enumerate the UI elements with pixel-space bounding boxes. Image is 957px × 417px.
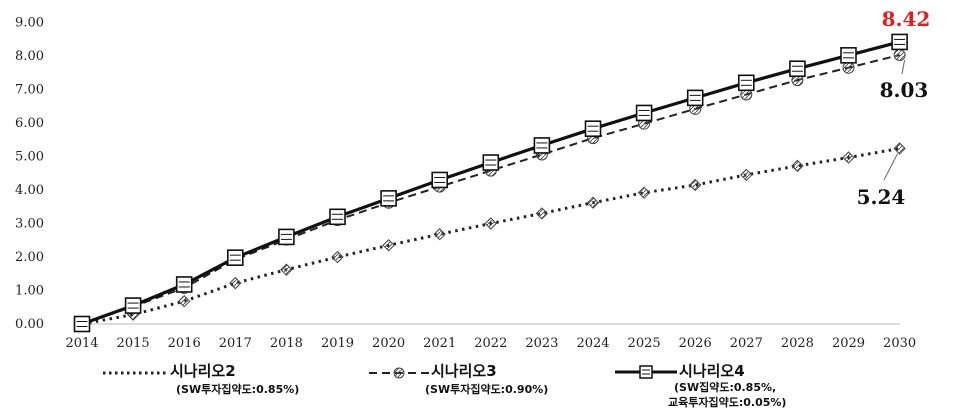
data-point [380,190,397,207]
data-point [73,315,91,333]
x-tick-label: 2017 [219,336,252,351]
line-chart: 0.00 1.00 2.00 3.00 4.00 5.00 6.00 7.00 8.00 9.00… [15,7,931,351]
data-point [686,89,704,107]
x-tick-label: 2023 [525,336,558,351]
series-line-3 [81,54,900,325]
x-tick-label: 2018 [270,336,303,351]
data-point [433,228,446,241]
y-axis-tick-labels: 0.00 1.00 2.00 3.00 4.00 5.00 6.00 7.00 8.00 9.00 [15,16,44,333]
data-point [484,217,498,230]
annotation-layer: 8.42 8.03 5.24 [857,7,931,209]
x-axis-tick-labels: 2014 2015 2016 2017 2018 2019 2020 2021 2022 2023… [65,336,916,351]
y-tick-label: 9.00 [15,16,44,31]
annotation-leader [883,153,899,181]
x-tick-label: 2022 [474,336,507,351]
data-point [791,159,804,173]
x-tick-label: 2026 [679,336,712,351]
legend-sublabel-scenario2: (SW투자집약도:0.85%) [176,383,300,396]
data-point [175,276,193,293]
y-tick-label: 6.00 [15,116,44,131]
legend-swatch-scenario2 [103,371,168,375]
data-point [278,228,295,246]
data-point [227,249,244,266]
annotation-value: 8.03 [880,78,929,102]
x-tick-label: 2027 [730,336,763,351]
data-point [482,154,500,171]
data-point [331,250,344,264]
y-tick-label: 8.00 [15,49,44,64]
y-tick-label: 0.00 [15,317,44,332]
data-point [533,137,551,154]
data-point [280,263,293,276]
legend-label-scenario4: 시나리오4 [679,362,745,380]
data-point [177,295,191,308]
x-tick-label: 2029 [832,336,865,351]
data-point [737,74,755,92]
data-point [431,171,449,189]
data-point [535,207,549,220]
data-point [842,61,855,74]
annotation-leader [901,59,906,75]
y-tick-label: 4.00 [15,183,44,198]
data-point [688,178,702,192]
data-point [329,208,346,226]
x-tick-label: 2016 [168,336,201,351]
data-point [891,33,908,51]
legend-swatch-scenario4 [615,365,677,379]
y-tick-label: 7.00 [15,83,44,98]
series-line-4 [81,40,901,326]
data-point [893,142,906,155]
data-point [586,196,600,209]
x-tick-label: 2028 [781,336,814,351]
data-point [842,151,855,164]
data-point [382,239,395,252]
data-point [637,186,651,199]
series-layer [73,33,908,333]
x-tick-label: 2021 [423,336,456,351]
data-point [789,60,806,78]
x-tick-label: 2020 [372,336,405,351]
legend-sublabel-scenario4-line2: 교육투자집약도:0.05%) [668,396,787,409]
legend-sublabel-scenario3: (SW투자집약도:0.90%) [425,383,549,396]
x-tick-label: 2014 [65,336,98,351]
data-point [584,120,602,137]
y-tick-label: 1.00 [15,284,44,299]
legend-label-scenario3: 시나리오3 [431,362,497,380]
x-tick-label: 2019 [321,336,354,351]
x-tick-label: 2024 [576,336,609,351]
data-point [740,168,753,182]
data-point [893,48,906,61]
annotation-value: 5.24 [857,185,906,209]
data-point [635,104,653,122]
y-tick-label: 3.00 [15,217,44,232]
legend-sublabel-scenario4-line1: (SW집약도:0.85%, [674,381,777,394]
data-point [124,297,142,314]
x-tick-label: 2030 [883,336,916,351]
legend-swatch-scenario3 [369,367,429,379]
x-tick-label: 2015 [117,336,150,351]
y-tick-label: 5.00 [15,150,44,165]
legend-label-scenario2: 시나리오2 [170,362,236,380]
y-tick-label: 2.00 [15,250,44,265]
data-point [229,276,242,290]
x-tick-label: 2025 [628,336,661,351]
data-point [840,47,857,64]
annotation-value: 8.42 [882,7,931,31]
